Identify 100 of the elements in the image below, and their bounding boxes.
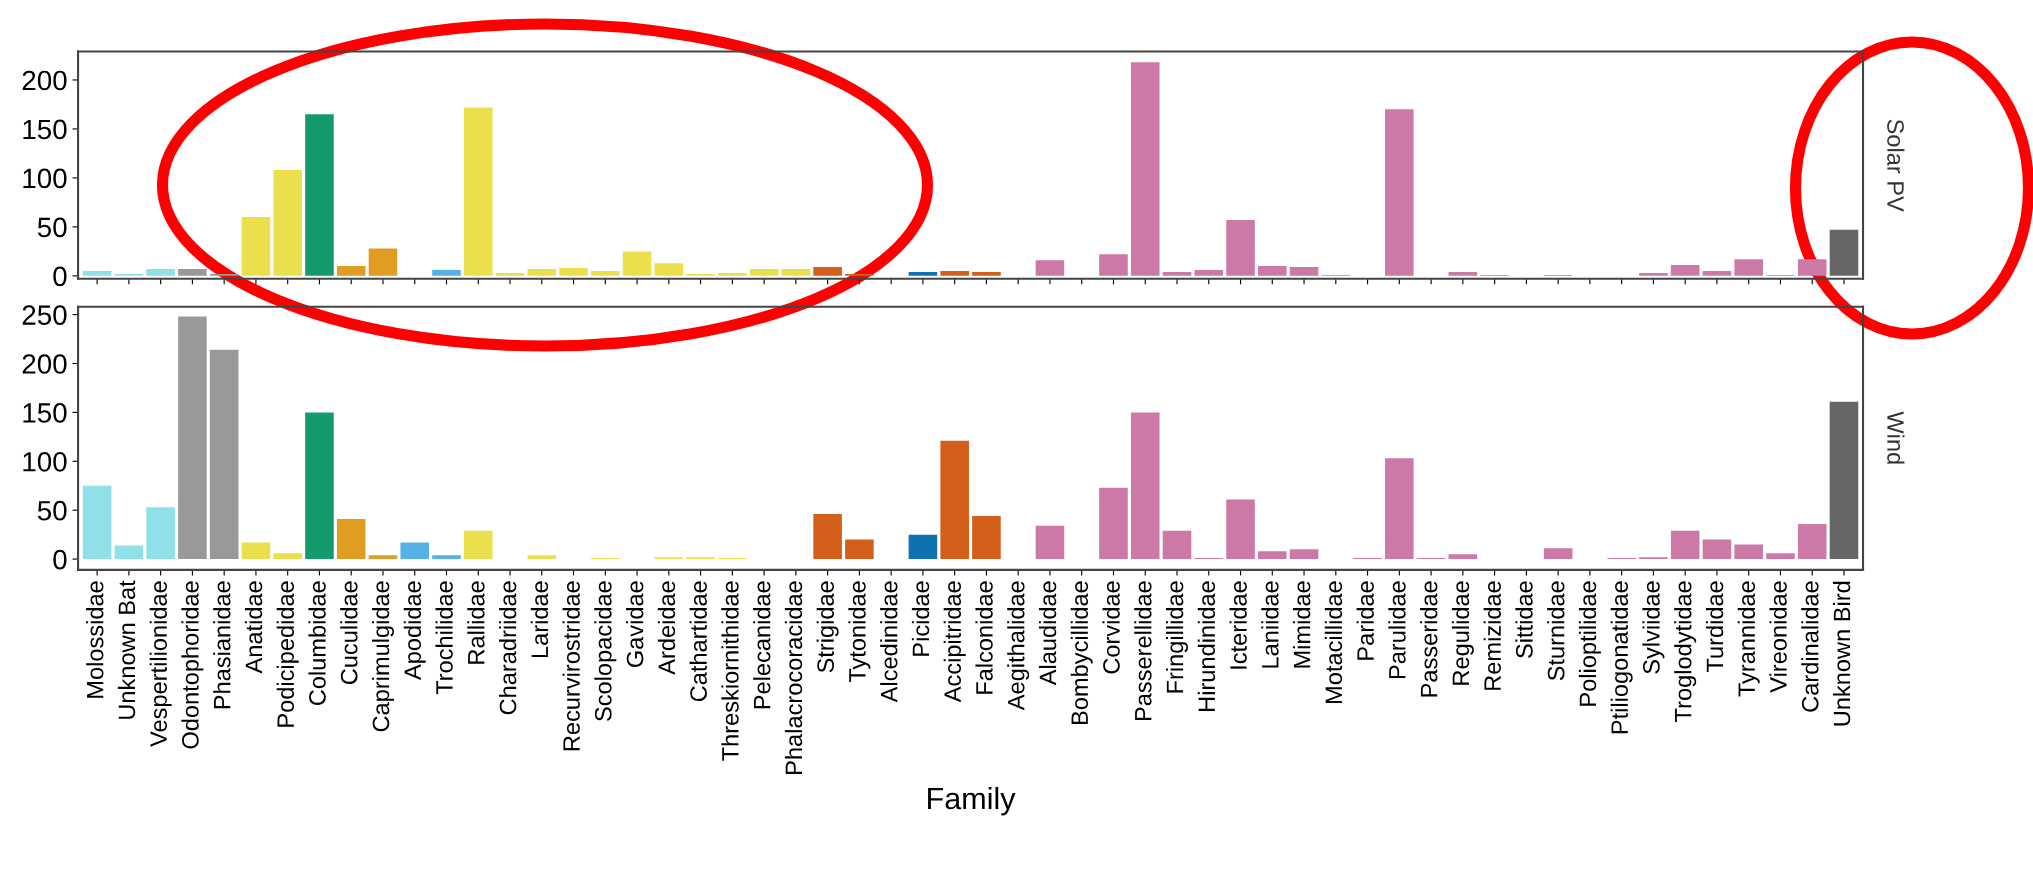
y-tick-label: 200 <box>22 354 67 374</box>
x-tick-label: Cardinalidae <box>1801 581 1819 712</box>
y-tick-label: 250 <box>22 305 67 325</box>
bar <box>940 440 969 560</box>
y2-axis-title: Solar PV <box>1887 119 1905 212</box>
x-tick-label: Aegithalidae <box>1007 581 1030 711</box>
bar <box>527 555 557 560</box>
bar <box>622 251 652 276</box>
x-tick-label: Podicipedidae <box>276 581 299 727</box>
x-tick-label: Fringillidae <box>1166 581 1189 693</box>
bar <box>146 269 175 276</box>
bar <box>1226 220 1255 276</box>
bar <box>1162 271 1192 276</box>
bar <box>908 271 938 276</box>
bar <box>1734 544 1763 560</box>
x-tick-label: Vireonidae <box>1769 581 1787 693</box>
x-tick-label: Threskiornithidae <box>721 581 739 761</box>
x-tick-label: Icteridae <box>1229 581 1247 669</box>
bar <box>1797 523 1827 560</box>
bar <box>336 518 366 560</box>
x-tick-label: Unknown Bird <box>1832 581 1851 726</box>
x-tick-label: Apodidae <box>403 581 426 680</box>
x-tick-label: Odontophoridae <box>181 581 204 749</box>
bar <box>749 269 779 276</box>
bar <box>400 542 430 560</box>
bar <box>463 530 493 560</box>
bar <box>845 539 874 560</box>
bar <box>1797 259 1827 276</box>
y-tick-label: 0 <box>53 549 67 570</box>
x-tick-label: Ardeidae <box>657 581 676 675</box>
x-tick-label: Regulidae <box>1451 581 1474 685</box>
bar <box>1162 530 1192 560</box>
x-tick-label: Bombycillidae <box>1070 581 1093 724</box>
y-tick-label: 150 <box>23 403 67 423</box>
bar <box>273 553 302 560</box>
x-tick-label: Gavidae <box>626 581 644 668</box>
x-tick-label: Anatidae <box>244 581 263 674</box>
bar <box>1448 554 1478 560</box>
x-tick-label: Phalacrocoracidae <box>784 581 803 774</box>
bar <box>463 107 493 276</box>
x-tick-label: Corvidae <box>1102 581 1120 674</box>
x-tick-label: Molossidae <box>86 581 104 698</box>
x-tick-label: Alcedinidae <box>880 581 898 703</box>
bar <box>1289 549 1319 560</box>
bar <box>178 269 207 276</box>
x-tick-label: Sittidae <box>1515 581 1533 658</box>
x-axis-title: Family <box>928 786 1016 816</box>
bar <box>1702 270 1732 276</box>
x-tick-label: Parulidae <box>1388 581 1406 679</box>
bar <box>241 542 271 560</box>
x-tick-label: Alaudidae <box>1038 581 1057 686</box>
x-tick-label: Tytonidae <box>848 581 871 683</box>
x-tick-label: Troglodytidae <box>1674 581 1697 722</box>
bar <box>82 485 112 560</box>
x-tick-label: Scolopacidae <box>594 581 617 721</box>
x-tick-label: Paridae <box>1356 581 1374 660</box>
bar <box>1766 553 1795 560</box>
bar <box>972 271 1001 276</box>
y2-axis-title: Wind <box>1887 411 1905 464</box>
bar <box>1543 548 1573 560</box>
bar <box>1035 525 1065 560</box>
x-tick-label: Laridae <box>530 581 549 658</box>
x-tick-label: Motacillidae <box>1324 581 1343 703</box>
y-tick-label: 50 <box>37 217 67 238</box>
y-tick-label: 100 <box>23 451 67 472</box>
bar <box>940 270 969 276</box>
x-tick-label: Sylviidae <box>1642 581 1665 674</box>
bar <box>1289 267 1319 276</box>
x-tick-label: Trochilidae <box>435 581 453 695</box>
bar <box>1035 260 1065 276</box>
bar <box>1385 109 1414 276</box>
bar <box>82 270 112 276</box>
bar <box>1099 487 1128 560</box>
bar <box>1639 272 1668 276</box>
x-tick-label: Cathartidae <box>689 581 707 702</box>
bar <box>1670 265 1700 276</box>
bar <box>432 269 461 276</box>
bar <box>1099 254 1128 276</box>
bar <box>527 269 557 276</box>
bar <box>813 514 842 560</box>
bar <box>305 114 334 276</box>
bar <box>1130 412 1160 560</box>
x-tick-label: Caprimulgidae <box>371 581 394 732</box>
bar <box>178 316 207 560</box>
x-tick-label: Unknown Bat <box>117 580 136 719</box>
x-tick-label: Accipitridae <box>943 581 966 703</box>
bar <box>813 267 842 276</box>
bar <box>1257 266 1287 276</box>
x-tick-label: Tyrannidae <box>1737 581 1760 697</box>
bar <box>718 272 747 276</box>
bar <box>305 412 334 560</box>
x-tick-label: Vespertilionidae <box>149 581 172 747</box>
bar <box>1670 530 1700 560</box>
bar <box>1226 499 1255 560</box>
x-tick-label: Falconidae <box>975 581 993 694</box>
x-tick-label: Recurvirostridae <box>562 581 580 751</box>
bar <box>336 266 366 276</box>
y-tick-label: 200 <box>22 70 67 91</box>
bar <box>241 217 271 276</box>
bar <box>1734 259 1763 276</box>
